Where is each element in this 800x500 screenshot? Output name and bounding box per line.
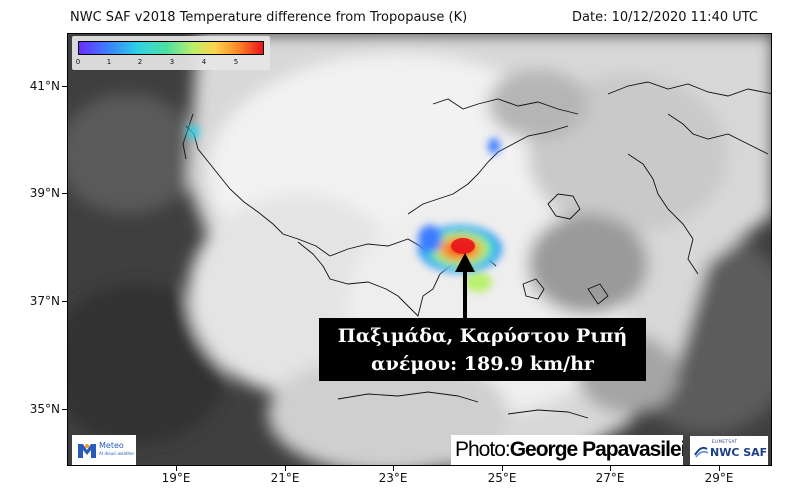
photo-credit-name: George Papavasileiou — [509, 438, 683, 461]
colorbar-label: 2 — [137, 58, 143, 66]
photo-credit-label: Photo: — [455, 438, 511, 461]
nwcsaf-org: EUMETSAT — [712, 439, 738, 444]
colorbar: 0 1 2 3 4 5 — [72, 36, 270, 70]
meteo-word: Meteo — [99, 441, 124, 450]
colorbar-label: 4 — [201, 58, 207, 66]
lon-tick-label: 29°E — [704, 471, 734, 485]
nwcsaf-logo: EUMETSAT NWC SAF — [690, 436, 768, 465]
lon-tick-mark — [719, 466, 720, 471]
nwcsaf-swirl-icon — [694, 446, 709, 458]
meteo-tagline: At dieuci weather — [99, 451, 135, 456]
colorbar-label: 0 — [75, 58, 81, 66]
colorbar-label: 3 — [169, 58, 175, 66]
satellite-map: 0 1 2 3 4 5 Παξιμάδα, Καρύστου Ριπή ανέμ… — [67, 33, 772, 466]
lat-tick-label: 35°N — [29, 402, 60, 416]
satellite-imagery — [68, 34, 771, 465]
lon-tick-mark — [610, 466, 611, 471]
lon-tick-label: 21°E — [270, 471, 300, 485]
lat-tick-label: 39°N — [29, 186, 60, 200]
annotation-line-2: ανέμου: 189.9 km/hr — [371, 353, 594, 375]
colorbar-label: 1 — [106, 58, 112, 66]
lon-tick-mark — [285, 466, 286, 471]
lon-tick-mark — [393, 466, 394, 471]
lat-tick-mark — [62, 301, 67, 302]
lon-tick-label: 25°E — [487, 471, 517, 485]
colorbar-label: 5 — [233, 58, 239, 66]
lat-tick-mark — [62, 409, 67, 410]
lat-tick-label: 41°N — [29, 79, 60, 93]
lat-tick-label: 37°N — [29, 294, 60, 308]
annotation-line-1: Παξιμάδα, Καρύστου Ριπή — [337, 325, 628, 347]
lon-tick-mark — [502, 466, 503, 471]
map-date: Date: 10/12/2020 11:40 UTC — [572, 10, 759, 25]
colorbar-ramp — [78, 41, 264, 55]
lon-tick-label: 19°E — [161, 471, 191, 485]
lon-tick-mark — [176, 466, 177, 471]
nwcsaf-name: NWC SAF — [710, 446, 768, 459]
lon-tick-label: 23°E — [378, 471, 408, 485]
meteo-logo: Meteo At dieuci weather — [72, 435, 136, 465]
photo-credit: Photo:George Papavasileiou — [451, 435, 683, 465]
lon-tick-label: 27°E — [595, 471, 625, 485]
map-title: NWC SAF v2018 Temperature difference fro… — [70, 10, 468, 25]
meteo-mark-icon — [78, 444, 96, 458]
lat-tick-mark — [62, 193, 67, 194]
wind-annotation: Παξιμάδα, Καρύστου Ριπή ανέμου: 189.9 km… — [319, 318, 646, 381]
lat-tick-mark — [62, 86, 67, 87]
